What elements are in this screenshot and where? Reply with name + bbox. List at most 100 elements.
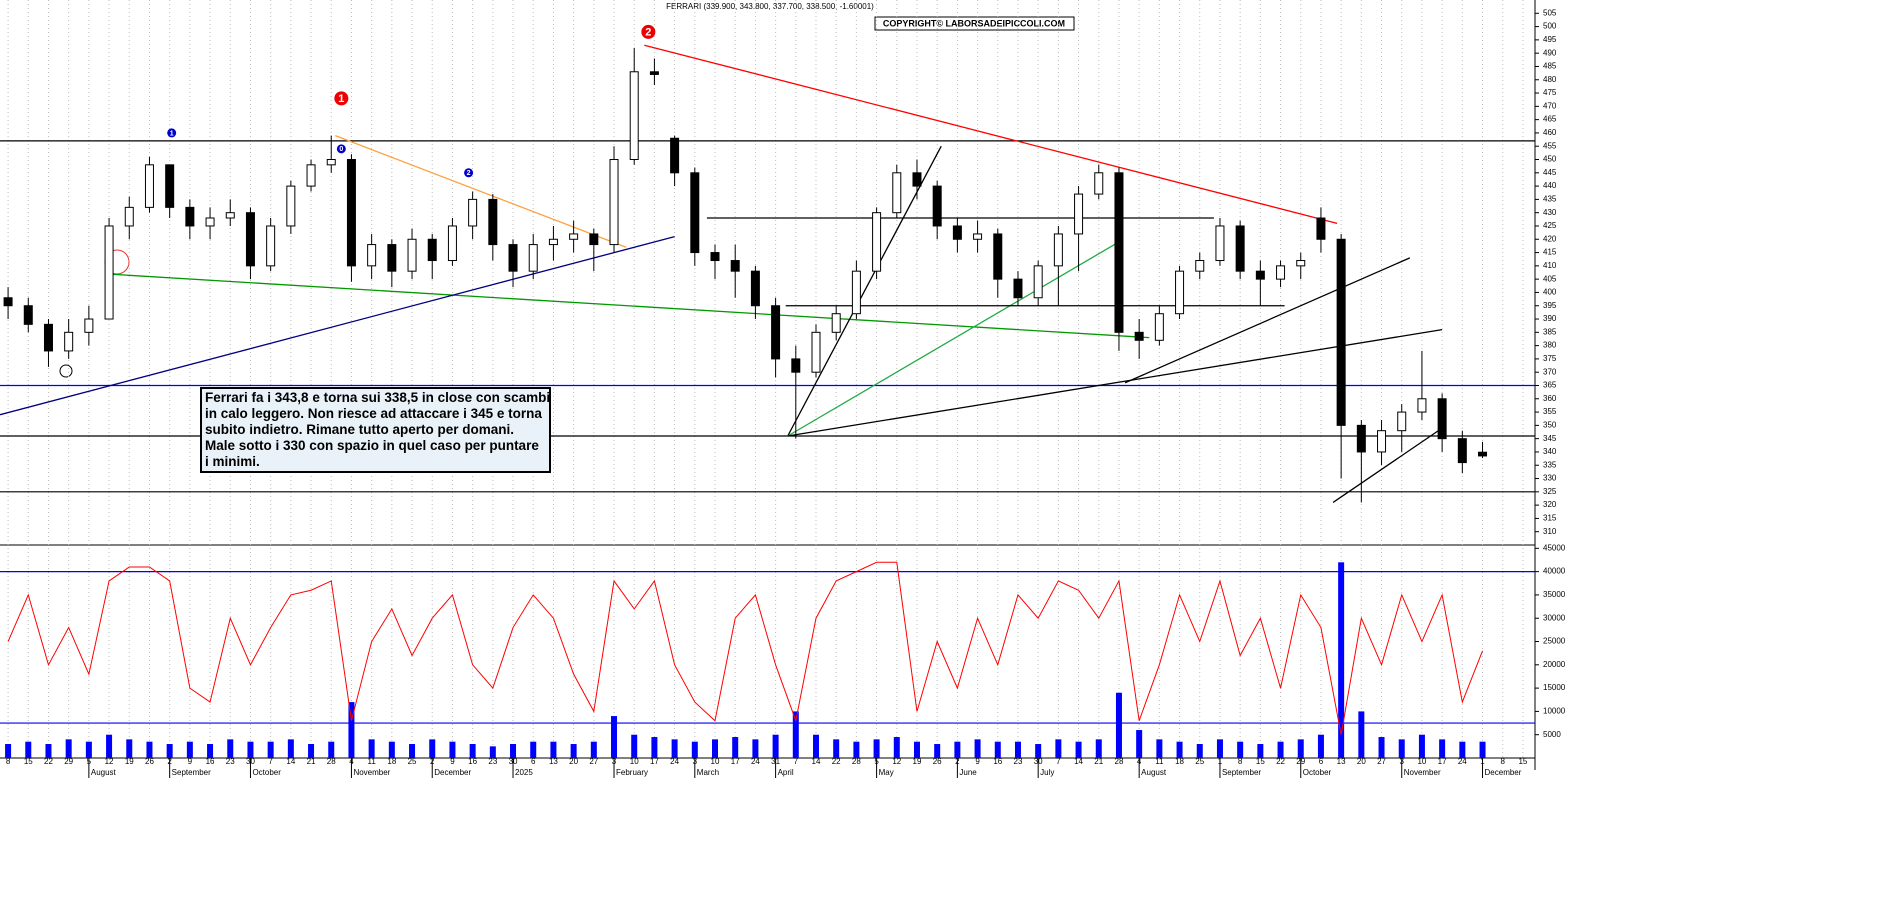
marker-label: 2 (467, 170, 471, 177)
volume-bar (489, 746, 496, 758)
month-label: November (353, 768, 390, 777)
candle-body (1134, 331, 1144, 341)
volume-bar (45, 744, 52, 758)
volume-bar (691, 741, 698, 758)
y-tick-label: 440 (1543, 181, 1557, 190)
trend-line (787, 145, 942, 437)
y-tick-label: 40000 (1543, 567, 1566, 576)
candle-body (43, 323, 53, 352)
month-label: May (879, 768, 894, 777)
trend-line (1124, 257, 1411, 384)
volume-bar (227, 739, 234, 758)
marker (464, 168, 474, 178)
candle-body (730, 260, 740, 272)
candle-body (346, 159, 356, 267)
x-tick-label: 7 (1056, 757, 1061, 766)
volume-bar (348, 702, 355, 758)
volume-bar (146, 741, 153, 758)
x-tick-label: 11 (367, 757, 376, 766)
y-tick-label: 360 (1543, 394, 1557, 403)
x-tick-label: 8 (6, 757, 11, 766)
y-tick-label: 10000 (1543, 707, 1566, 716)
volume-bar (126, 739, 133, 758)
candle-body (488, 198, 498, 246)
x-tick-label: 23 (1014, 757, 1023, 766)
volume-bar (5, 744, 12, 758)
volume-bar (712, 739, 719, 758)
y-tick-label: 45000 (1543, 543, 1566, 552)
candle-body (144, 164, 154, 208)
volume-bar (732, 737, 739, 758)
candle-body (1235, 225, 1245, 272)
trend-line (787, 241, 1120, 437)
x-tick-label: 8 (1500, 757, 1505, 766)
volume-bar (611, 716, 618, 758)
marker-label: 2 (645, 26, 651, 38)
y-tick-label: 505 (1543, 8, 1557, 17)
x-tick-label: 14 (1074, 757, 1083, 766)
candle-body (447, 225, 457, 262)
y-tick-label: 430 (1543, 208, 1557, 217)
volume-bar (934, 744, 941, 758)
x-tick-label: 21 (307, 757, 316, 766)
y-tick-label: 25000 (1543, 637, 1566, 646)
y-tick-label: 425 (1543, 221, 1557, 230)
y-tick-label: 340 (1543, 447, 1557, 456)
candle-body (1356, 424, 1366, 453)
candle-body (690, 172, 700, 254)
x-tick-label: 6 (1319, 757, 1324, 766)
volume-bar (893, 737, 900, 758)
candle-body (1255, 270, 1265, 280)
x-tick-label: 11 (1155, 757, 1164, 766)
volume-bar (590, 741, 597, 758)
volume-bar (106, 734, 113, 758)
volume-bar (166, 744, 173, 758)
trend-line (0, 235, 675, 416)
marker (336, 144, 346, 154)
marker-label: 1 (338, 93, 344, 105)
x-tick-label: 28 (1115, 757, 1124, 766)
x-tick-label: 27 (589, 757, 598, 766)
candle-body (1417, 398, 1427, 413)
candle-body (407, 238, 417, 272)
x-tick-label: 22 (1276, 757, 1285, 766)
comment-box: Ferrari fa i 343,8 e torna sui 338,5 in … (200, 387, 551, 473)
y-tick-label: 410 (1543, 261, 1557, 270)
volume-bar (994, 741, 1001, 758)
candle-body (1296, 260, 1306, 267)
candle-body (3, 297, 13, 307)
y-tick-label: 450 (1543, 155, 1557, 164)
volume-bar (873, 739, 880, 758)
y-tick-label: 345 (1543, 434, 1557, 443)
y-tick-label: 470 (1543, 101, 1557, 110)
volume-bar (570, 744, 577, 758)
candle-body (1478, 451, 1488, 457)
x-tick-label: 28 (327, 757, 336, 766)
candle-body (589, 233, 599, 246)
x-tick-label: 29 (64, 757, 73, 766)
marker (334, 91, 349, 106)
volume-bar (368, 739, 375, 758)
y-tick-label: 320 (1543, 500, 1557, 509)
volume-bar (1014, 741, 1021, 758)
month-label: October (1303, 768, 1332, 777)
y-tick-label: 355 (1543, 407, 1557, 416)
candle-body (165, 164, 175, 208)
x-tick-label: 14 (812, 757, 821, 766)
comment-line: i minimi. (205, 454, 260, 469)
candle-body (1377, 430, 1387, 453)
month-label: July (1040, 768, 1054, 777)
volume-bar (287, 739, 294, 758)
candle-body (508, 244, 518, 272)
candle-body (266, 225, 276, 267)
x-tick-label: 19 (125, 757, 134, 766)
volume-bar (328, 741, 335, 758)
candle-body (831, 313, 841, 333)
candle-body (771, 305, 781, 360)
y-tick-label: 20000 (1543, 660, 1566, 669)
trend-line (787, 329, 1443, 437)
volume-bar (247, 741, 254, 758)
volume-bar (409, 744, 416, 758)
candle-body (468, 198, 478, 227)
